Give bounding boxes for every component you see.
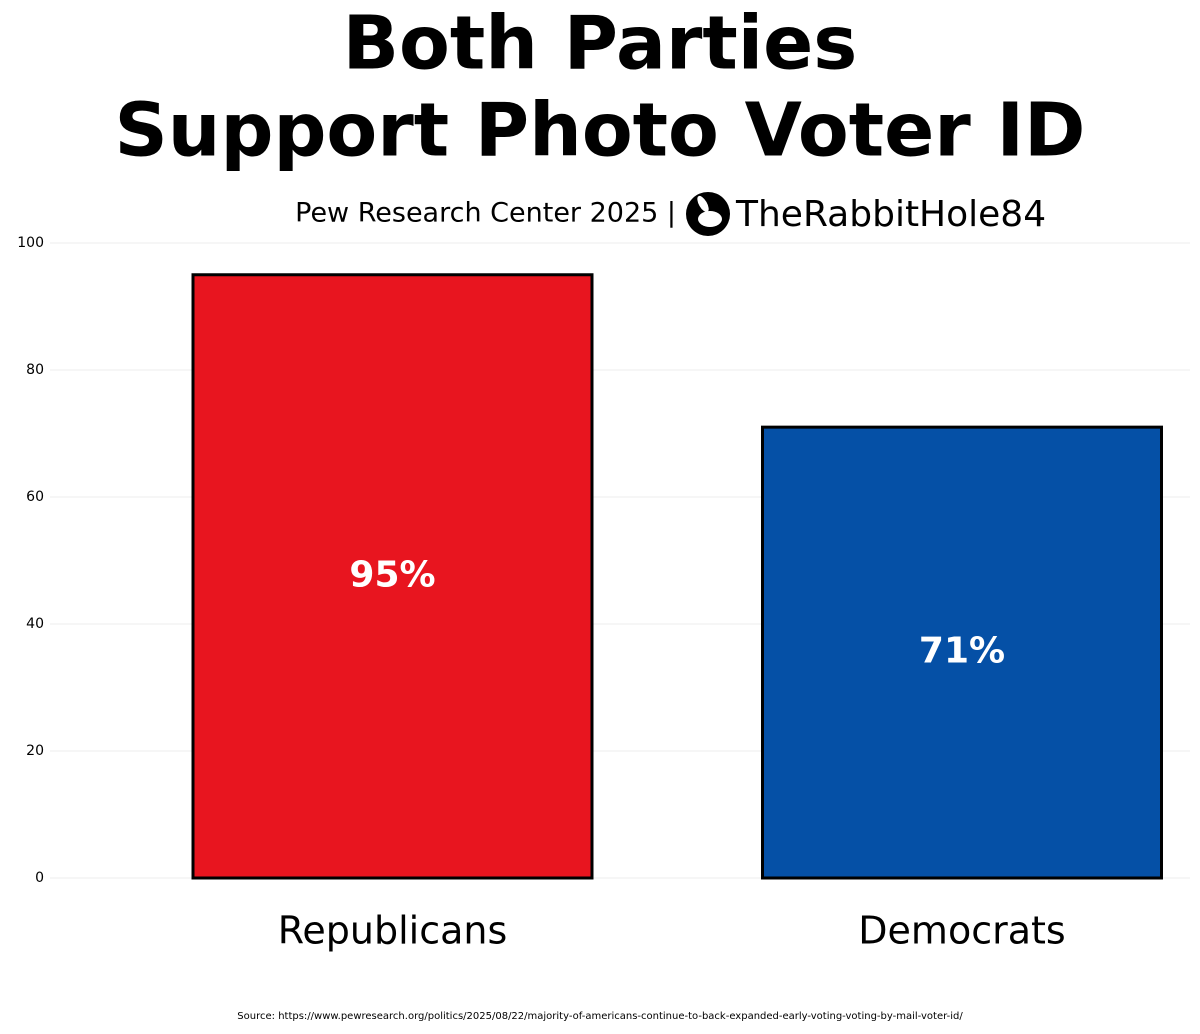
value-label: 95% <box>349 554 435 595</box>
y-tick-label: 60 <box>26 489 44 505</box>
value-label: 71% <box>919 631 1005 672</box>
chart-title: Support Photo Voter ID <box>115 88 1086 174</box>
subtitle: Pew Research Center 2025 | <box>295 198 676 229</box>
y-tick-label: 80 <box>26 362 44 378</box>
y-tick-label: 40 <box>26 616 44 632</box>
y-tick-label: 100 <box>17 235 44 251</box>
bar <box>191 273 594 880</box>
bar <box>761 425 1163 880</box>
x-tick-label: Democrats <box>858 909 1065 953</box>
x-tick-label: Republicans <box>278 909 508 953</box>
chart-title: Both Parties <box>343 1 858 87</box>
y-tick-label: 20 <box>26 743 44 759</box>
source: Source: https://www.pewresearch.org/poli… <box>237 1011 963 1022</box>
brand: TheRabbitHole84 <box>735 194 1046 235</box>
y-tick-label: 0 <box>35 870 44 886</box>
brand-icon <box>686 192 730 236</box>
